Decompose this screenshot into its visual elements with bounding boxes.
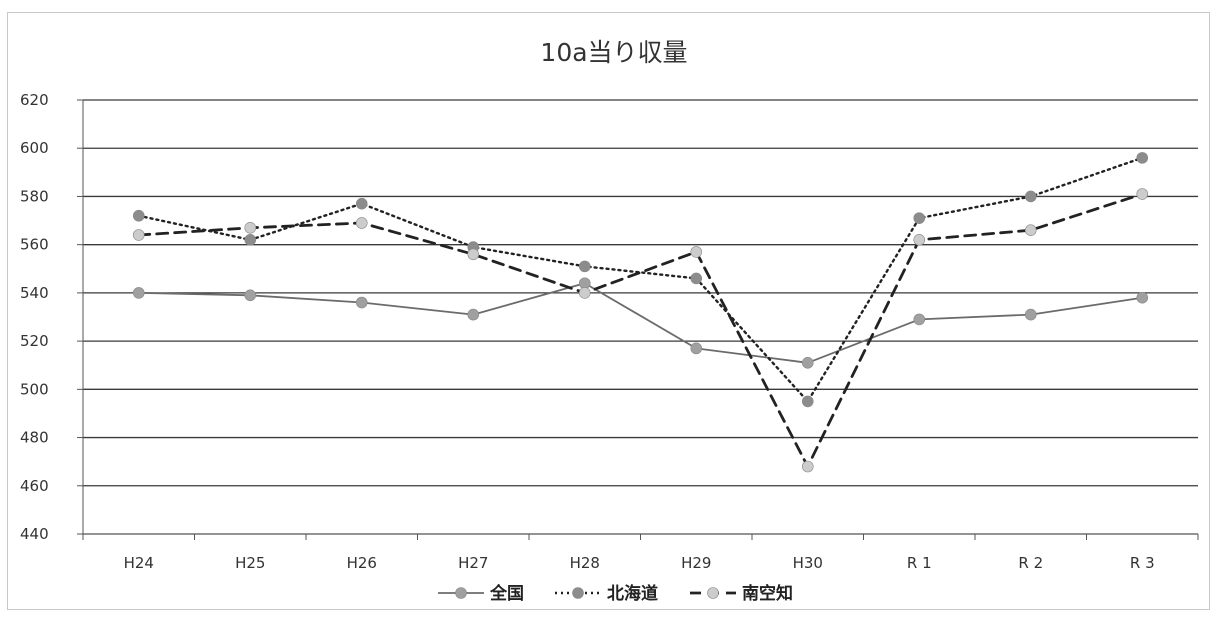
data-point bbox=[801, 357, 814, 369]
x-tick-label: R 2 bbox=[1018, 554, 1043, 572]
x-tick-label: H30 bbox=[793, 554, 823, 572]
data-point bbox=[913, 212, 926, 224]
grid-layer bbox=[77, 99, 1199, 540]
legend-label-北海道: 北海道 bbox=[607, 583, 658, 604]
y-tick-label: 540 bbox=[20, 284, 49, 302]
y-tick-label: 600 bbox=[20, 139, 49, 157]
data-point bbox=[355, 197, 368, 210]
y-tick-label: 620 bbox=[20, 91, 49, 109]
data-point bbox=[801, 460, 814, 473]
x-tick-label: R 1 bbox=[907, 554, 932, 572]
data-point bbox=[578, 287, 591, 299]
data-point bbox=[690, 246, 703, 258]
data-point bbox=[244, 221, 257, 234]
y-tick-label: 500 bbox=[20, 380, 49, 398]
data-point bbox=[1024, 224, 1037, 236]
data-point bbox=[244, 289, 257, 302]
series-line-北海道 bbox=[137, 156, 1144, 403]
series-line-南空知 bbox=[137, 192, 1144, 468]
data-point bbox=[913, 313, 926, 326]
series-line-全国 bbox=[137, 282, 1144, 364]
y-tick-labels: 440 460 480 500 520 540 560 580 600 620 bbox=[20, 91, 49, 543]
series-南空知 bbox=[132, 188, 1149, 473]
data-point bbox=[355, 296, 368, 309]
y-tick-label: 440 bbox=[20, 525, 49, 543]
series-layer bbox=[132, 152, 1149, 473]
data-point bbox=[578, 260, 591, 273]
x-tick-label: H29 bbox=[681, 554, 711, 572]
data-point bbox=[467, 248, 480, 261]
x-tick-label: H25 bbox=[235, 554, 265, 572]
data-point bbox=[355, 217, 368, 229]
legend-label-南空知: 南空知 bbox=[742, 583, 793, 604]
legend-marker-南空知 bbox=[707, 587, 719, 599]
x-tick-label: H24 bbox=[124, 554, 154, 572]
data-point bbox=[244, 234, 257, 246]
y-tick-label: 480 bbox=[20, 429, 49, 447]
y-tick-label: 460 bbox=[20, 477, 49, 495]
data-point bbox=[801, 395, 814, 408]
y-tick-label: 580 bbox=[20, 187, 49, 205]
data-point bbox=[1136, 291, 1149, 304]
x-tick-label: H28 bbox=[570, 554, 600, 572]
legend-marker-北海道 bbox=[572, 587, 584, 599]
data-point bbox=[1136, 152, 1149, 164]
y-tick-label: 560 bbox=[20, 236, 49, 254]
x-tick-label: R 3 bbox=[1130, 554, 1155, 572]
data-point bbox=[132, 209, 145, 222]
data-point bbox=[1024, 190, 1037, 203]
data-point bbox=[690, 342, 703, 355]
data-point bbox=[913, 234, 926, 246]
data-point bbox=[1136, 188, 1149, 200]
legend-marker-全国 bbox=[455, 587, 467, 599]
legend: 全国 北海道 南空知 bbox=[438, 583, 793, 604]
chart-title: 10a当り収量 bbox=[540, 38, 687, 67]
chart-frame bbox=[7, 12, 1210, 610]
data-point bbox=[690, 272, 703, 285]
series-北海道 bbox=[132, 152, 1149, 408]
x-tick-labels: H24 H25 H26 H27 H28 H29 H30 R 1 R 2 R 3 bbox=[124, 554, 1155, 572]
data-point bbox=[467, 308, 480, 321]
x-tick-label: H26 bbox=[347, 554, 377, 572]
series-全国 bbox=[132, 277, 1149, 369]
data-point bbox=[132, 287, 145, 299]
legend-label-全国: 全国 bbox=[489, 583, 524, 604]
y-tick-label: 520 bbox=[20, 332, 49, 350]
data-point bbox=[132, 229, 145, 241]
x-tick-label: H27 bbox=[458, 554, 488, 572]
data-point bbox=[1024, 308, 1037, 321]
